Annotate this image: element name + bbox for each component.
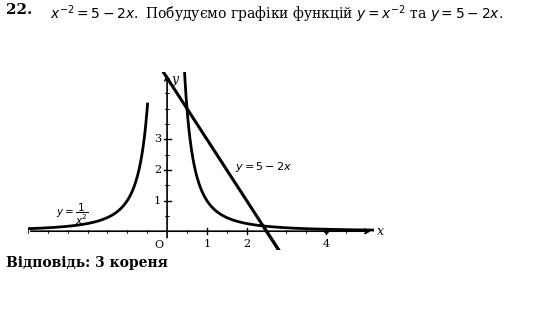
Text: $y=5-2x$: $y=5-2x$ [235,160,292,174]
Text: $y=\dfrac{1}{x^2}$: $y=\dfrac{1}{x^2}$ [56,202,88,227]
Text: O: O [155,240,163,250]
Text: y: y [171,73,178,86]
Text: x: x [377,225,384,238]
Text: 4: 4 [323,239,330,249]
Text: 3: 3 [154,134,161,144]
Text: Відповідь: 3 кореня: Відповідь: 3 кореня [6,256,167,270]
Text: 1: 1 [154,196,161,206]
Text: 22.: 22. [6,3,32,17]
Text: 2: 2 [243,239,250,249]
Text: 1: 1 [203,239,210,249]
Text: 2: 2 [154,165,161,175]
Text: $x^{-2}=5-2x.$ Побудуємо графіки функцій $y=x^{-2}$ та $y=5-2x.$: $x^{-2}=5-2x.$ Побудуємо графіки функцій… [50,3,503,25]
